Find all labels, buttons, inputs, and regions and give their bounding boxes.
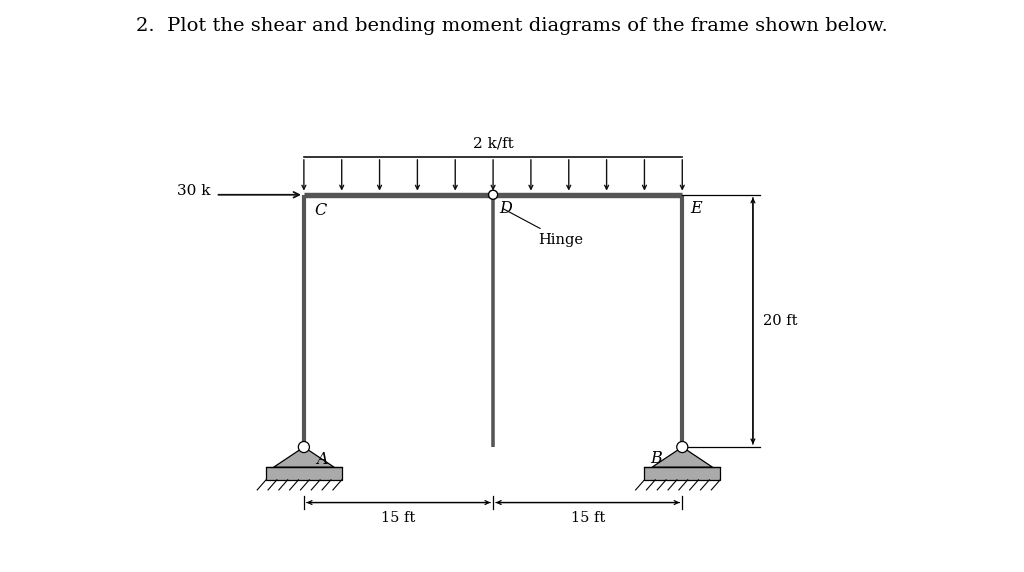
Bar	[266, 467, 342, 480]
Text: 15 ft: 15 ft	[381, 511, 416, 525]
Text: 20 ft: 20 ft	[763, 314, 798, 328]
Circle shape	[488, 190, 498, 199]
Text: 30 k: 30 k	[177, 184, 211, 198]
Circle shape	[677, 442, 688, 452]
Text: 15 ft: 15 ft	[570, 511, 605, 525]
Polygon shape	[273, 447, 334, 467]
Polygon shape	[652, 447, 713, 467]
Text: Hinge: Hinge	[503, 209, 584, 247]
Text: 2.  Plot the shear and bending moment diagrams of the frame shown below.: 2. Plot the shear and bending moment dia…	[136, 17, 888, 35]
Text: D: D	[500, 200, 512, 217]
Text: E: E	[690, 200, 701, 217]
Circle shape	[298, 442, 309, 452]
Text: C: C	[314, 202, 327, 219]
Text: A: A	[316, 451, 328, 468]
Text: 2 k/ft: 2 k/ft	[473, 137, 513, 150]
Bar	[644, 467, 720, 480]
Text: B: B	[650, 450, 663, 467]
